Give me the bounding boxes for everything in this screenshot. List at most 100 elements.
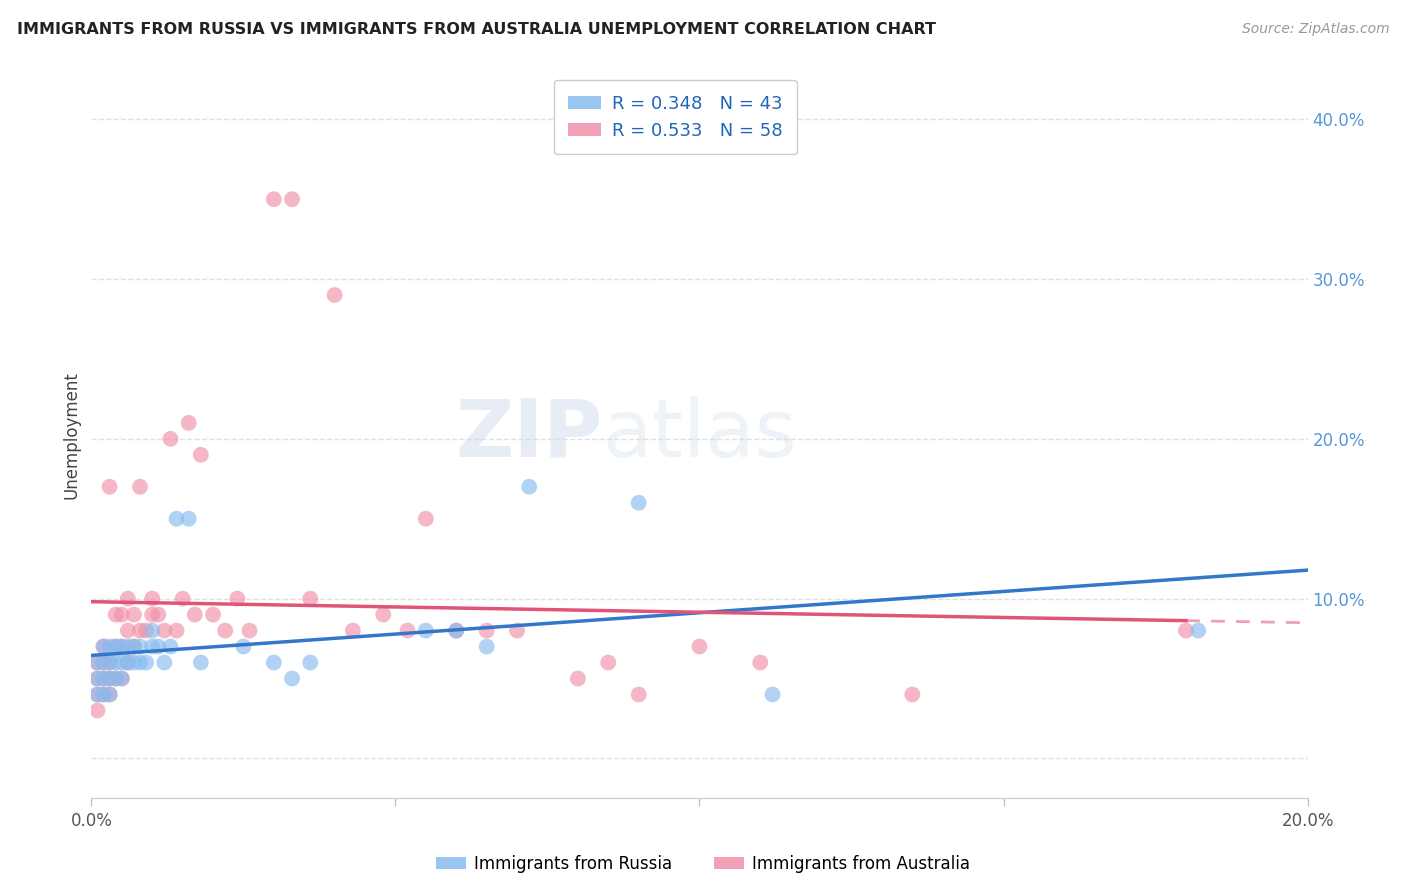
- Point: [98, 656, 121, 670]
- Point: [93, 688, 115, 702]
- Point: [238, 624, 260, 638]
- Point: [86, 656, 108, 670]
- Point: [749, 656, 772, 670]
- Point: [184, 607, 207, 622]
- Point: [263, 656, 285, 670]
- Point: [598, 656, 620, 670]
- Point: [111, 672, 134, 686]
- Point: [475, 624, 498, 638]
- Point: [129, 656, 152, 670]
- Point: [166, 624, 188, 638]
- Point: [159, 432, 181, 446]
- Point: [117, 640, 139, 654]
- Point: [104, 672, 127, 686]
- Point: [202, 607, 225, 622]
- Point: [117, 656, 139, 670]
- Point: [226, 591, 249, 606]
- Point: [172, 591, 194, 606]
- Point: [129, 624, 152, 638]
- Point: [517, 480, 540, 494]
- Point: [93, 656, 115, 670]
- Point: [117, 591, 139, 606]
- Point: [111, 672, 134, 686]
- Point: [117, 624, 139, 638]
- Point: [153, 656, 176, 670]
- Point: [86, 688, 108, 702]
- Point: [396, 624, 419, 638]
- Point: [415, 512, 437, 526]
- Point: [444, 624, 467, 638]
- Point: [111, 640, 134, 654]
- Legend: R = 0.348   N = 43, R = 0.533   N = 58: R = 0.348 N = 43, R = 0.533 N = 58: [554, 80, 797, 154]
- Point: [506, 624, 529, 638]
- Point: [323, 288, 346, 302]
- Point: [281, 192, 304, 206]
- Point: [299, 656, 322, 670]
- Point: [475, 640, 498, 654]
- Point: [86, 688, 108, 702]
- Point: [177, 512, 200, 526]
- Point: [567, 672, 589, 686]
- Point: [98, 672, 121, 686]
- Point: [98, 640, 121, 654]
- Point: [111, 656, 134, 670]
- Point: [373, 607, 395, 622]
- Point: [135, 624, 157, 638]
- Point: [1174, 624, 1197, 638]
- Point: [444, 624, 467, 638]
- Point: [177, 416, 200, 430]
- Point: [86, 672, 108, 686]
- Point: [214, 624, 236, 638]
- Point: [342, 624, 364, 638]
- Point: [1187, 624, 1209, 638]
- Point: [93, 640, 115, 654]
- Point: [122, 607, 145, 622]
- Point: [141, 591, 163, 606]
- Point: [104, 607, 127, 622]
- Point: [122, 640, 145, 654]
- Point: [93, 672, 115, 686]
- Point: [86, 672, 108, 686]
- Point: [98, 672, 121, 686]
- Point: [122, 656, 145, 670]
- Point: [299, 591, 322, 606]
- Point: [141, 640, 163, 654]
- Point: [232, 640, 254, 654]
- Point: [117, 656, 139, 670]
- Point: [98, 656, 121, 670]
- Point: [98, 688, 121, 702]
- Point: [901, 688, 924, 702]
- Point: [190, 656, 212, 670]
- Point: [104, 640, 127, 654]
- Point: [190, 448, 212, 462]
- Point: [86, 656, 108, 670]
- Point: [159, 640, 181, 654]
- Point: [129, 640, 152, 654]
- Point: [104, 640, 127, 654]
- Point: [111, 607, 134, 622]
- Point: [86, 703, 108, 717]
- Point: [148, 640, 170, 654]
- Point: [93, 640, 115, 654]
- Point: [104, 656, 127, 670]
- Point: [129, 480, 152, 494]
- Point: [98, 480, 121, 494]
- Legend: Immigrants from Russia, Immigrants from Australia: Immigrants from Russia, Immigrants from …: [429, 848, 977, 880]
- Point: [153, 624, 176, 638]
- Point: [761, 688, 783, 702]
- Point: [627, 496, 650, 510]
- Point: [166, 512, 188, 526]
- Point: [122, 640, 145, 654]
- Text: ZIP: ZIP: [456, 396, 602, 474]
- Point: [688, 640, 710, 654]
- Point: [263, 192, 285, 206]
- Point: [93, 688, 115, 702]
- Text: atlas: atlas: [602, 396, 797, 474]
- Point: [148, 607, 170, 622]
- Point: [141, 624, 163, 638]
- Point: [98, 688, 121, 702]
- Point: [111, 640, 134, 654]
- Point: [93, 656, 115, 670]
- Point: [281, 672, 304, 686]
- Point: [141, 607, 163, 622]
